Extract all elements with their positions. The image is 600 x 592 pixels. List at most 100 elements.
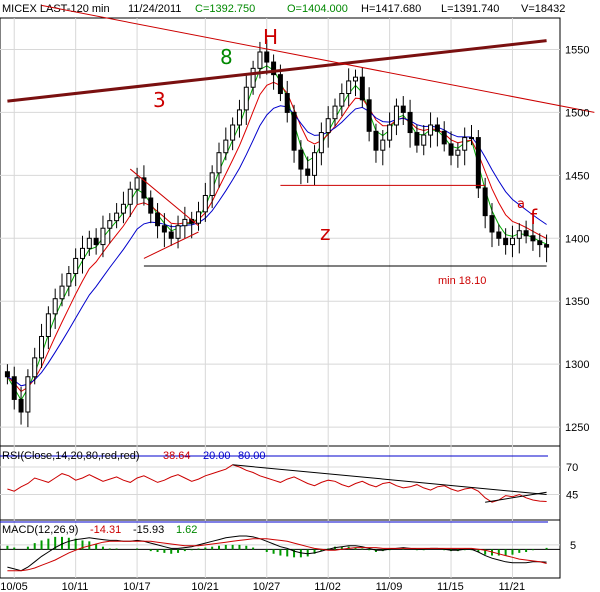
candle xyxy=(366,87,372,142)
candle xyxy=(39,323,45,368)
candle xyxy=(503,228,509,255)
candle xyxy=(339,83,345,117)
price-y-tick-label: 1250 xyxy=(565,422,589,434)
candle xyxy=(141,165,147,206)
candle xyxy=(11,366,17,410)
candle xyxy=(434,117,440,147)
candle xyxy=(428,112,434,148)
candle xyxy=(161,213,167,248)
candle xyxy=(73,248,79,287)
candle xyxy=(114,203,120,229)
macd-y-tick-label: 5 xyxy=(570,540,576,552)
moving-average-medium xyxy=(7,81,547,393)
candle xyxy=(230,117,236,151)
rsi-legend-high: 80.00 xyxy=(238,450,266,462)
candle xyxy=(32,347,38,385)
macd-line xyxy=(7,535,547,572)
candle xyxy=(45,306,51,350)
candle xyxy=(537,233,543,258)
candle xyxy=(216,142,222,188)
candle xyxy=(148,190,154,224)
candle xyxy=(155,203,161,239)
candle xyxy=(346,68,352,107)
candle xyxy=(168,224,174,246)
candle xyxy=(380,130,386,166)
candle xyxy=(455,142,461,168)
rsi-trendline-up xyxy=(485,491,547,503)
candle xyxy=(175,215,181,249)
candle xyxy=(448,131,454,166)
rsi-y-tick-label: 70 xyxy=(566,462,578,474)
trendline-up xyxy=(7,39,547,103)
price-y-tick-label: 1350 xyxy=(565,296,589,308)
candle xyxy=(496,224,502,246)
candle xyxy=(196,201,202,231)
candle xyxy=(352,69,358,97)
candle xyxy=(530,223,536,251)
candle xyxy=(52,288,58,329)
candle xyxy=(59,273,65,307)
rsi-y-tick-label: 45 xyxy=(566,490,578,502)
candle xyxy=(509,225,515,258)
candle xyxy=(209,165,215,209)
rsi-legend-value: 38.64 xyxy=(163,450,191,462)
rsi-title: RSI(Close,14,20,80,red,red) xyxy=(2,450,140,462)
annotation-z: z xyxy=(320,221,331,245)
x-tick-label: 11/09 xyxy=(376,581,403,592)
candle xyxy=(291,104,297,163)
candle xyxy=(134,167,140,205)
flag-upper xyxy=(129,168,199,227)
candle xyxy=(400,96,406,125)
candle xyxy=(4,364,10,385)
candle xyxy=(462,127,468,166)
candle xyxy=(79,235,85,274)
price-y-tick-label: 1550 xyxy=(565,44,589,56)
annotation-3: 3 xyxy=(153,88,166,112)
candle xyxy=(516,223,522,254)
moving-average-fast xyxy=(6,65,547,402)
trendline-down xyxy=(41,4,595,113)
candle xyxy=(298,140,304,185)
candle xyxy=(236,99,242,138)
price-y-tick-label: 1400 xyxy=(565,233,589,245)
candle xyxy=(127,181,133,217)
candle xyxy=(66,265,72,297)
candle xyxy=(373,123,379,163)
macd-legend-hist: 1.62 xyxy=(176,524,197,536)
rsi-line xyxy=(7,464,547,503)
candle xyxy=(332,98,338,127)
candle xyxy=(359,67,365,108)
candle xyxy=(318,122,324,166)
candle xyxy=(120,191,126,224)
x-tick-label: 11/15 xyxy=(437,581,464,592)
candle xyxy=(489,203,495,248)
header-volume: V=18432 xyxy=(521,3,565,15)
candle xyxy=(482,177,488,229)
candle xyxy=(202,182,208,222)
macd-title: MACD(12,26,9) xyxy=(2,524,78,536)
candle xyxy=(441,121,447,152)
candle xyxy=(393,98,399,136)
header-low: L=1391.740 xyxy=(441,3,499,15)
annotation-f: f xyxy=(530,205,538,229)
header-date: 11/24/2011 xyxy=(128,3,181,15)
candle xyxy=(250,60,256,95)
x-tick-label: 11/21 xyxy=(498,581,525,592)
rsi-trendline-down xyxy=(232,464,547,495)
candle xyxy=(243,74,249,125)
candle xyxy=(93,228,99,255)
candle xyxy=(407,99,413,148)
header-symbol: MICEX LAST-120 min xyxy=(2,3,110,15)
candle xyxy=(387,112,393,148)
x-tick-label: 10/27 xyxy=(253,581,281,592)
candle xyxy=(544,234,550,263)
x-tick-label: 10/21 xyxy=(191,581,219,592)
annotation-8: 8 xyxy=(220,45,233,69)
candle xyxy=(421,125,427,156)
rsi-legend-low: 20.00 xyxy=(203,450,231,462)
macd-legend-signal: -15.93 xyxy=(133,524,164,536)
x-tick-label: 10/17 xyxy=(123,581,151,592)
annotation-h: H xyxy=(263,25,278,49)
candle xyxy=(264,39,270,75)
candle xyxy=(100,215,106,258)
